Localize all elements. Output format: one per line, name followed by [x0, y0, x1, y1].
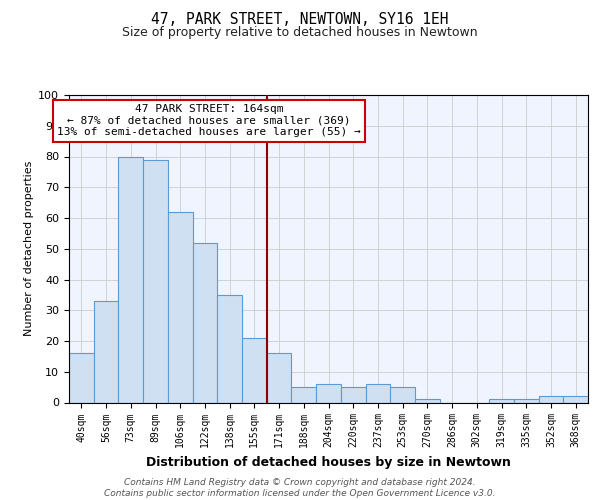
Bar [168, 212, 193, 402]
Bar [563, 396, 588, 402]
Bar [341, 387, 365, 402]
Bar [316, 384, 341, 402]
Bar [514, 400, 539, 402]
Bar [193, 242, 217, 402]
Bar [118, 156, 143, 402]
Text: 47, PARK STREET, NEWTOWN, SY16 1EH: 47, PARK STREET, NEWTOWN, SY16 1EH [151, 12, 449, 28]
Bar [69, 354, 94, 403]
Bar [217, 295, 242, 403]
Bar [539, 396, 563, 402]
Bar [415, 400, 440, 402]
Bar [94, 301, 118, 402]
Text: Size of property relative to detached houses in Newtown: Size of property relative to detached ho… [122, 26, 478, 39]
Text: Contains HM Land Registry data © Crown copyright and database right 2024.
Contai: Contains HM Land Registry data © Crown c… [104, 478, 496, 498]
Bar [365, 384, 390, 402]
Bar [267, 354, 292, 403]
X-axis label: Distribution of detached houses by size in Newtown: Distribution of detached houses by size … [146, 456, 511, 469]
Bar [242, 338, 267, 402]
Bar [390, 387, 415, 402]
Bar [143, 160, 168, 402]
Text: 47 PARK STREET: 164sqm
← 87% of detached houses are smaller (369)
13% of semi-de: 47 PARK STREET: 164sqm ← 87% of detached… [57, 104, 361, 138]
Bar [292, 387, 316, 402]
Y-axis label: Number of detached properties: Number of detached properties [24, 161, 34, 336]
Bar [489, 400, 514, 402]
